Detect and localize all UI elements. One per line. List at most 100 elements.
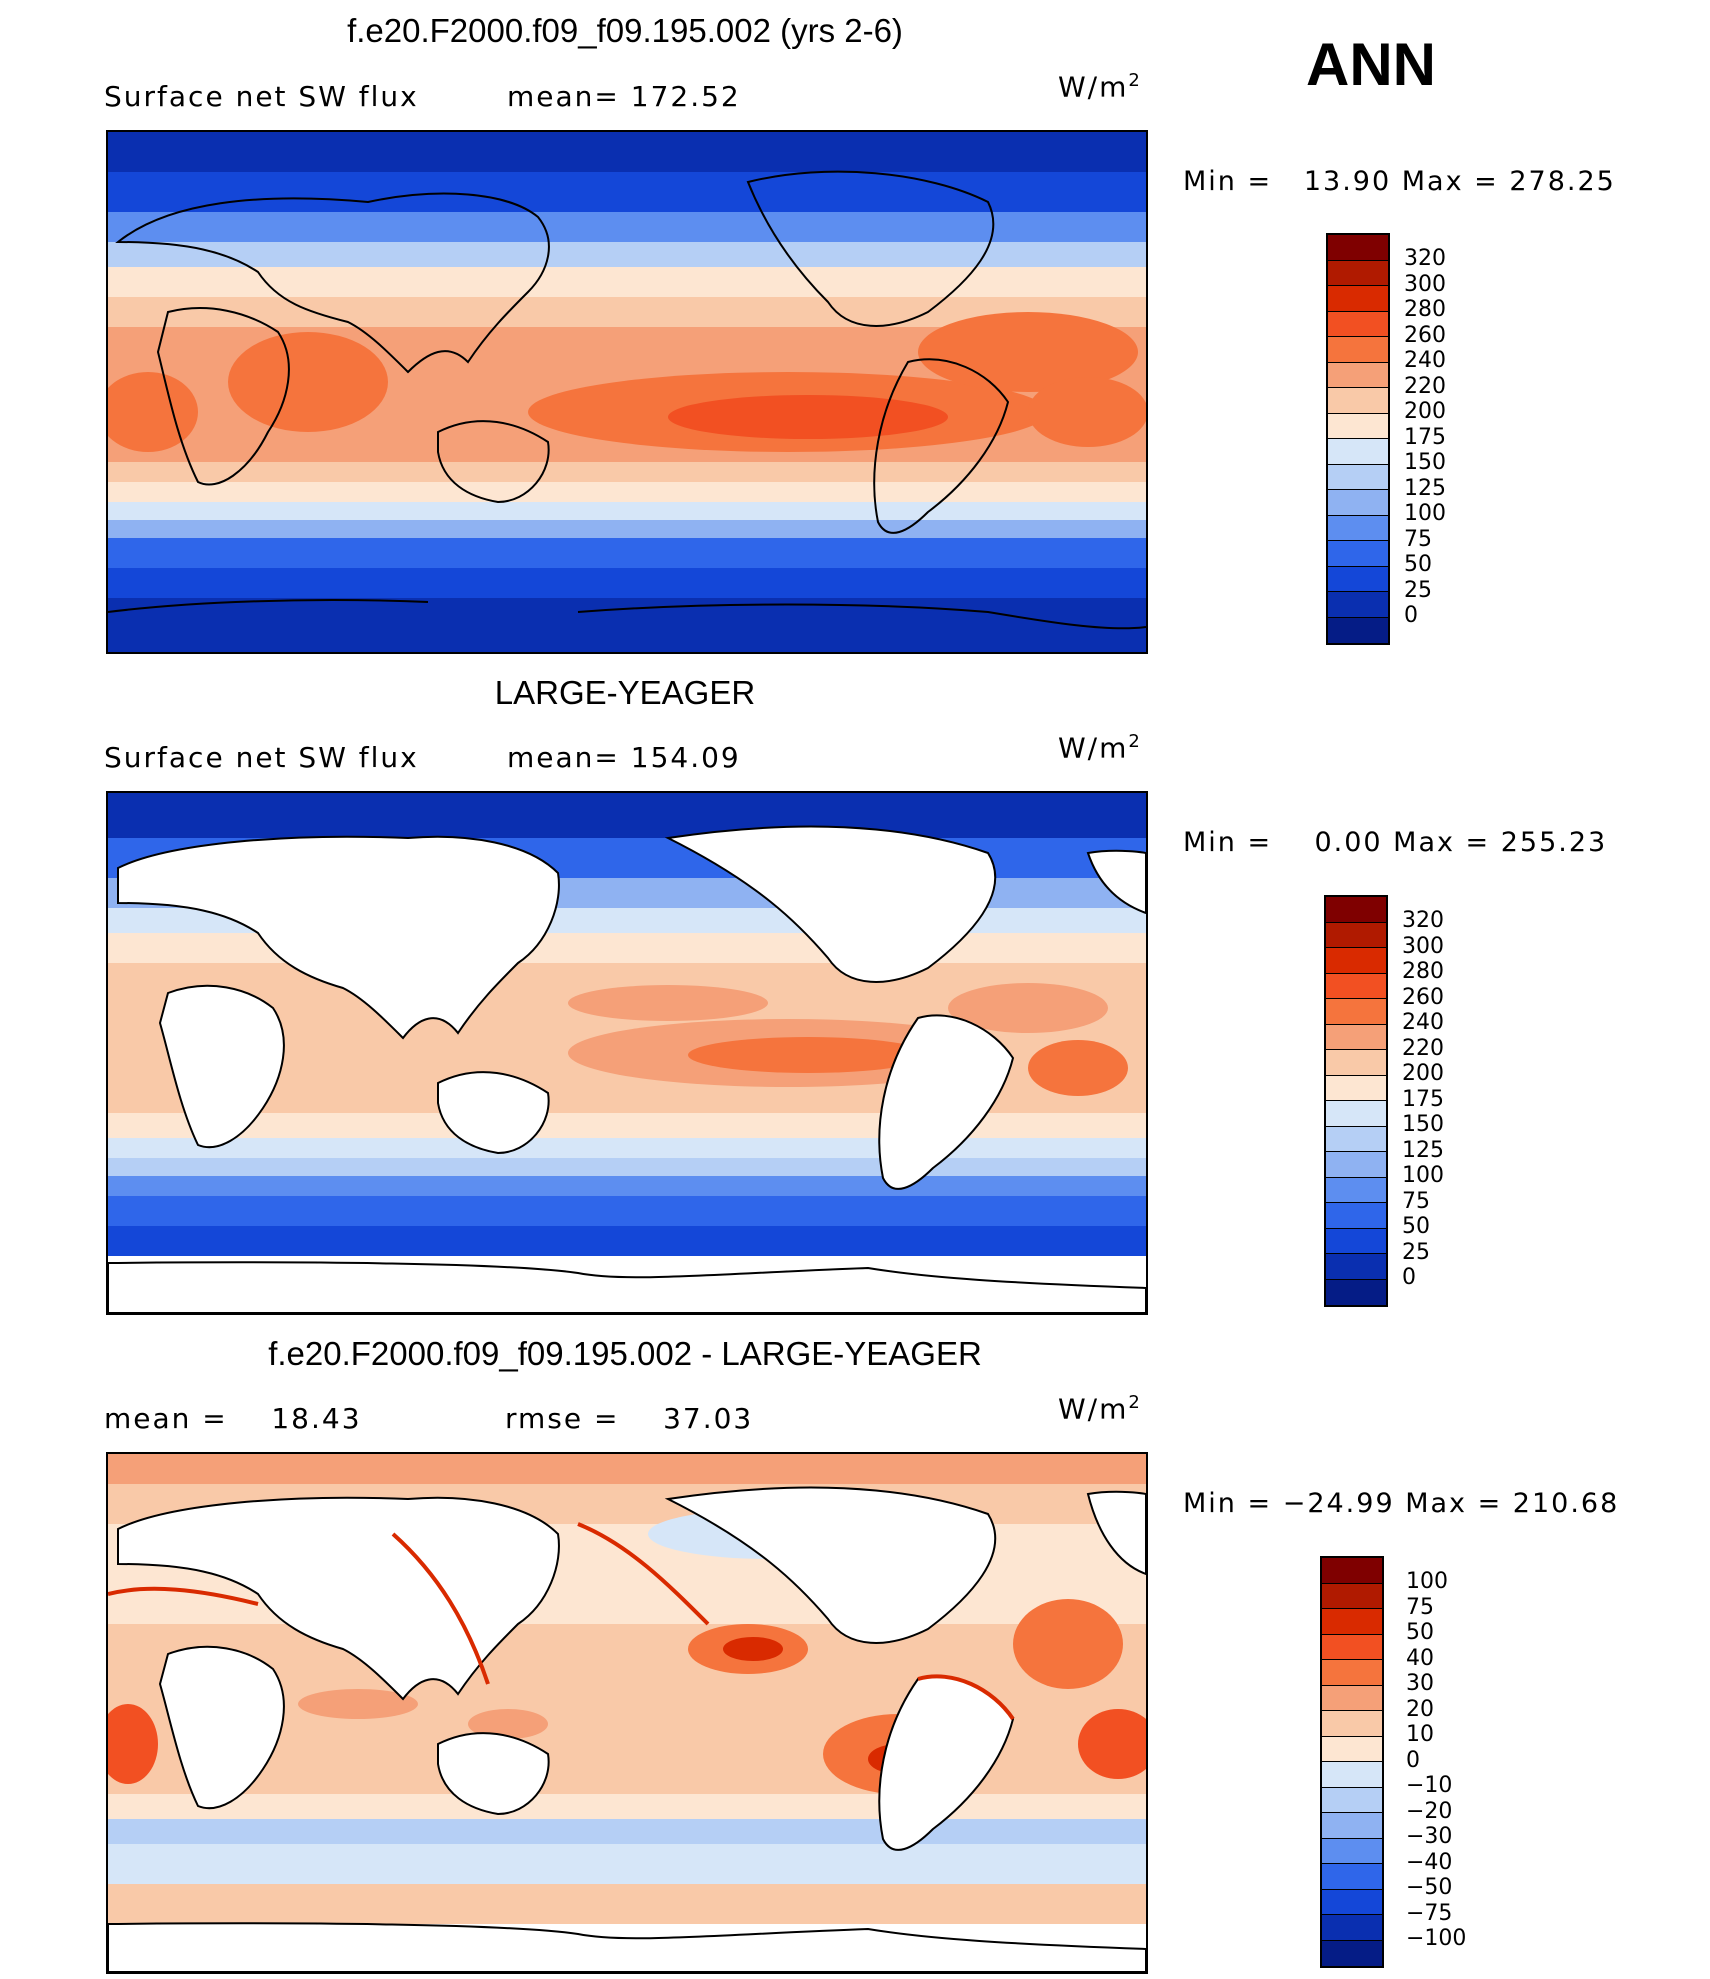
cbar1-swatch-0 bbox=[1328, 235, 1388, 261]
cbar2-label: 260 bbox=[1402, 984, 1444, 1010]
panel-3-units: W/m2 bbox=[1058, 1392, 1142, 1426]
cbar3-swatch-4 bbox=[1322, 1660, 1382, 1686]
cbar1-label: 100 bbox=[1404, 501, 1446, 526]
cbar1-label: 300 bbox=[1404, 271, 1446, 297]
panel-2-title: LARGE-YEAGER bbox=[494, 674, 756, 711]
cbar2-swatch-4 bbox=[1326, 999, 1386, 1025]
cbar3-swatch-3 bbox=[1322, 1634, 1382, 1660]
panel-3-rmse: rmse = 37.03 bbox=[505, 1402, 754, 1435]
panel-3-colorbar bbox=[1320, 1556, 1384, 1968]
cbar3-label: −40 bbox=[1406, 1849, 1453, 1875]
cbar2-label: 280 bbox=[1402, 959, 1444, 984]
cbar3-swatch-13 bbox=[1322, 1889, 1382, 1915]
panel-1-map bbox=[106, 130, 1148, 654]
cbar1-swatch-4 bbox=[1328, 337, 1388, 363]
cbar3-label: 100 bbox=[1406, 1569, 1448, 1594]
cbar2-label: 0 bbox=[1402, 1265, 1416, 1290]
cbar1-swatch-11 bbox=[1328, 515, 1388, 541]
panel-3-minmax: Min = −24.99 Max = 210.68 bbox=[1183, 1488, 1620, 1519]
panel-3-map bbox=[106, 1452, 1148, 1974]
cbar3-label: −30 bbox=[1406, 1824, 1453, 1849]
cbar3-swatch-6 bbox=[1322, 1711, 1382, 1737]
cbar1-label: 175 bbox=[1404, 424, 1446, 450]
cbar1-label: 25 bbox=[1404, 577, 1432, 603]
cbar1-swatch-10 bbox=[1328, 490, 1388, 516]
cbar3-swatch-11 bbox=[1322, 1838, 1382, 1864]
cbar2-swatch-14 bbox=[1326, 1254, 1386, 1280]
cbar3-label: −20 bbox=[1406, 1798, 1453, 1824]
panel-2-map bbox=[106, 791, 1148, 1315]
cbar2-swatch-8 bbox=[1326, 1101, 1386, 1127]
panel-2-colorbar bbox=[1324, 895, 1388, 1307]
cbar3-swatch-8 bbox=[1322, 1762, 1382, 1788]
panel-3-mean: mean = 18.43 bbox=[104, 1402, 362, 1435]
cbar1-label: 50 bbox=[1404, 552, 1432, 577]
cbar1-swatch-13 bbox=[1328, 566, 1388, 592]
cbar1-swatch-1 bbox=[1328, 260, 1388, 286]
cbar2-swatch-13 bbox=[1326, 1228, 1386, 1254]
cbar3-swatch-2 bbox=[1322, 1609, 1382, 1635]
cbar2-swatch-9 bbox=[1326, 1126, 1386, 1152]
cbar3-swatch-14 bbox=[1322, 1915, 1382, 1941]
cbar1-label: 220 bbox=[1404, 373, 1446, 399]
cbar3-swatch-9 bbox=[1322, 1787, 1382, 1813]
cbar2-swatch-5 bbox=[1326, 1024, 1386, 1050]
cbar3-label: 20 bbox=[1406, 1696, 1434, 1722]
cbar1-label: 260 bbox=[1404, 322, 1446, 348]
cbar2-swatch-15 bbox=[1326, 1279, 1386, 1305]
cbar2-label: 220 bbox=[1402, 1035, 1444, 1061]
cbar1-label: 320 bbox=[1404, 246, 1446, 271]
cbar1-swatch-15 bbox=[1328, 617, 1388, 643]
cbar3-swatch-10 bbox=[1322, 1813, 1382, 1839]
cbar1-swatch-9 bbox=[1328, 464, 1388, 490]
cbar2-swatch-1 bbox=[1326, 922, 1386, 948]
cbar1-swatch-14 bbox=[1328, 592, 1388, 618]
cbar2-swatch-2 bbox=[1326, 948, 1386, 974]
cbar3-swatch-1 bbox=[1322, 1583, 1382, 1609]
cbar3-label: −75 bbox=[1406, 1900, 1453, 1926]
cbar1-swatch-2 bbox=[1328, 286, 1388, 312]
cbar3-swatch-15 bbox=[1322, 1940, 1382, 1966]
panel-3-title: f.e20.F2000.f09_f09.195.002 - LARGE-YEAG… bbox=[268, 1335, 982, 1372]
cbar2-label: 150 bbox=[1402, 1112, 1444, 1137]
cbar1-swatch-6 bbox=[1328, 388, 1388, 414]
cbar1-label: 200 bbox=[1404, 399, 1446, 424]
panel-1-title: f.e20.F2000.f09_f09.195.002 (yrs 2-6) bbox=[347, 12, 903, 49]
cbar2-label: 25 bbox=[1402, 1239, 1430, 1265]
cbar3-label: −50 bbox=[1406, 1875, 1453, 1900]
panel-2-units: W/m2 bbox=[1058, 731, 1142, 765]
cbar3-label: 40 bbox=[1406, 1645, 1434, 1671]
cbar2-swatch-10 bbox=[1326, 1152, 1386, 1178]
panel-2-variable: Surface net SW flux bbox=[104, 741, 419, 774]
cbar1-label: 150 bbox=[1404, 450, 1446, 475]
cbar3-swatch-5 bbox=[1322, 1685, 1382, 1711]
cbar3-swatch-7 bbox=[1322, 1736, 1382, 1762]
cbar2-swatch-7 bbox=[1326, 1075, 1386, 1101]
cbar1-swatch-5 bbox=[1328, 362, 1388, 388]
cbar1-label: 240 bbox=[1404, 348, 1446, 373]
cbar2-swatch-3 bbox=[1326, 973, 1386, 999]
cbar1-label: 280 bbox=[1404, 297, 1446, 322]
cbar2-label: 200 bbox=[1402, 1061, 1444, 1086]
panel-1-variable: Surface net SW flux bbox=[104, 80, 419, 113]
panel-2-minmax: Min = 0.00 Max = 255.23 bbox=[1183, 827, 1608, 858]
cbar3-label: 50 bbox=[1406, 1620, 1434, 1645]
season-label: ANN bbox=[1306, 31, 1436, 98]
cbar2-label: 300 bbox=[1402, 933, 1444, 959]
cbar2-swatch-12 bbox=[1326, 1203, 1386, 1229]
cbar2-label: 75 bbox=[1402, 1188, 1430, 1214]
panel-1-minmax: Min = 13.90 Max = 278.25 bbox=[1183, 166, 1616, 197]
cbar3-label: 75 bbox=[1406, 1594, 1434, 1620]
cbar3-swatch-0 bbox=[1322, 1558, 1382, 1584]
panel-1-mean: mean= 172.52 bbox=[507, 80, 741, 113]
panel-1-units: W/m2 bbox=[1058, 70, 1142, 104]
cbar1-swatch-12 bbox=[1328, 541, 1388, 567]
cbar1-swatch-7 bbox=[1328, 413, 1388, 439]
cbar2-label: 50 bbox=[1402, 1214, 1430, 1239]
cbar1-swatch-8 bbox=[1328, 439, 1388, 465]
cbar1-label: 125 bbox=[1404, 475, 1446, 501]
cbar2-swatch-6 bbox=[1326, 1050, 1386, 1076]
cbar2-swatch-0 bbox=[1326, 897, 1386, 923]
cbar1-label: 0 bbox=[1404, 603, 1418, 628]
panel-1-colorbar bbox=[1326, 233, 1390, 645]
